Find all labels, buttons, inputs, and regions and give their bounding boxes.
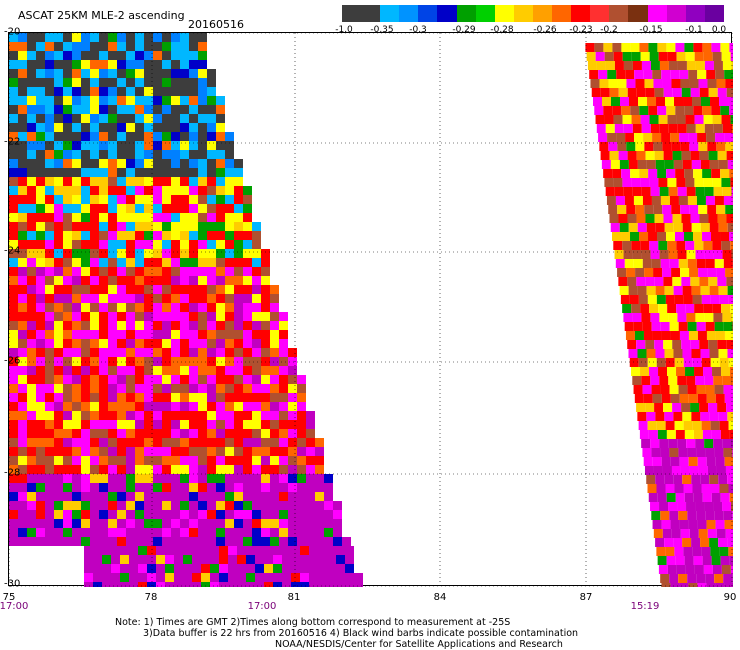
color-scale-swatch	[552, 5, 572, 22]
color-scale-label: -0.2	[600, 25, 618, 35]
lat-label: -26	[4, 355, 21, 367]
product-title: ASCAT 25KM MLE-2 ascending	[18, 9, 185, 22]
color-scale-label: -0.35	[370, 25, 394, 35]
color-scale-swatch	[475, 5, 495, 22]
lat-label: -28	[4, 467, 21, 479]
color-scale-bar	[342, 5, 724, 22]
map-panel	[8, 32, 733, 587]
color-scale-swatch	[609, 5, 629, 22]
swath-data-layer	[9, 33, 733, 587]
time-label: 15:19	[630, 601, 660, 612]
lat-label: -24	[4, 245, 21, 257]
lon-label: 90	[723, 592, 737, 603]
lon-label: 87	[579, 592, 593, 603]
color-scale-swatch	[494, 5, 514, 22]
color-scale-swatch	[704, 5, 724, 22]
color-scale-swatch	[647, 5, 667, 22]
color-scale-swatch	[685, 5, 705, 22]
lat-label: -30	[4, 578, 21, 590]
note-line: 3)Data buffer is 22 hrs from 20160516 4)…	[143, 628, 579, 639]
color-scale-swatch	[513, 5, 533, 22]
color-scale-label: -0.3	[409, 25, 427, 35]
lat-label: -20	[4, 26, 21, 38]
time-label: 17:00	[0, 601, 29, 612]
color-scale-swatch	[437, 5, 457, 22]
note-line: Note: 1) Times are GMT 2)Times along bot…	[115, 617, 511, 628]
color-scale-label: -0.28	[490, 25, 514, 35]
color-scale-swatch	[666, 5, 686, 22]
lon-label: 84	[433, 592, 447, 603]
color-scale-swatch	[399, 5, 419, 22]
lon-label: 81	[287, 592, 301, 603]
color-scale-labels: -1.0 -0.35 -0.3 -0.29 -0.28 -0.26 -0.23 -0.2 -0.…	[322, 25, 732, 37]
lon-label: 78	[144, 592, 158, 603]
time-label: 17:00	[247, 601, 277, 612]
color-scale-label: -0.23	[569, 25, 593, 35]
color-scale-label: -0.29	[452, 25, 476, 35]
color-scale-swatch	[456, 5, 476, 22]
color-scale-label: -0.15	[639, 25, 663, 35]
product-date: 20160516	[188, 18, 244, 31]
color-scale-label: 0.0	[711, 25, 727, 35]
color-scale-swatch	[628, 5, 648, 22]
color-scale-swatch	[380, 5, 400, 22]
note-line: NOAA/NESDIS/Center for Satellite Applica…	[275, 639, 563, 650]
color-scale-swatch	[590, 5, 610, 22]
color-scale-label: -1.0	[335, 25, 353, 35]
color-scale-swatch	[532, 5, 553, 22]
footnotes: Note: 1) Times are GMT 2)Times along bot…	[115, 617, 715, 650]
color-scale-swatch	[342, 5, 362, 22]
lon-label: 75	[2, 592, 16, 603]
color-scale-label: -0.1	[685, 25, 703, 35]
color-scale-swatch	[571, 5, 591, 22]
color-scale-swatch	[418, 5, 438, 22]
color-scale-label: -0.26	[533, 25, 557, 35]
color-scale-swatch	[361, 5, 381, 22]
lat-label: -22	[4, 136, 21, 148]
